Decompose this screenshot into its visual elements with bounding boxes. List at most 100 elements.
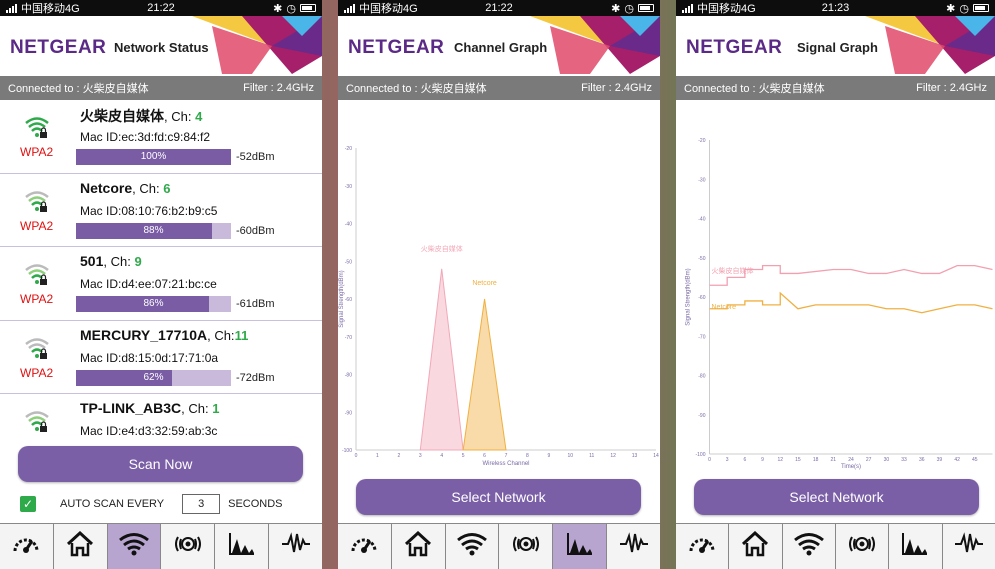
alarm-icon: ◷: [624, 2, 634, 15]
band-filter[interactable]: Filter : 2.4GHz: [581, 82, 652, 94]
nav-signal-graph-button[interactable]: [942, 524, 995, 569]
nav-channel-graph-button[interactable]: [215, 524, 270, 569]
x-tick-label: 33: [901, 457, 907, 463]
signal-dbm: -52dBm: [236, 151, 275, 163]
x-tick-label: 10: [568, 453, 574, 459]
x-tick-label: 13: [632, 453, 638, 459]
network-row[interactable]: TP-LINK_AB3C, Ch: 1 Mac ID:e4:d3:32:59:ab…: [0, 394, 322, 460]
network-name: TP-LINK_AB3C: [80, 400, 182, 416]
nav-radar-button[interactable]: [499, 524, 554, 569]
mac-address: Mac ID:ec:3d:fd:c9:84:f2: [80, 130, 211, 144]
nav-speedometer-button[interactable]: [0, 524, 54, 569]
auto-scan-interval-input[interactable]: 3: [182, 494, 221, 514]
x-tick-label: 5: [462, 453, 465, 459]
wifi-lock-icon: [24, 408, 50, 439]
signal-graph-icon: [618, 531, 650, 562]
nav-radar-button[interactable]: [835, 524, 890, 569]
netgear-logo: NETGEAR: [10, 37, 107, 58]
app-header: NETGEAR Network Status: [0, 16, 322, 74]
x-tick-label: 3: [726, 457, 729, 463]
cell-signal-icon: [682, 3, 693, 13]
network-list[interactable]: WPA2 火柴皮自媒体, Ch: 4 Mac ID:ec:3d:fd:c9:84:f…: [0, 100, 322, 460]
home-icon: [740, 530, 770, 562]
series-label: Netcore: [472, 280, 497, 287]
channel-label: , Ch:: [132, 180, 164, 196]
x-tick-label: 18: [813, 457, 819, 463]
y-tick-label: -40: [345, 222, 352, 228]
status-icons: ✱ ◷: [273, 2, 316, 15]
speedometer-icon: [349, 531, 379, 562]
header-decoration: [192, 16, 322, 74]
carrier-area: 中国移动4G: [682, 0, 756, 16]
nav-wifi-button[interactable]: [445, 524, 500, 569]
band-filter[interactable]: Filter : 2.4GHz: [916, 82, 987, 94]
x-axis-title: Wireless Channel: [482, 461, 529, 467]
y-tick-label: -60: [345, 297, 352, 303]
nav-speedometer-button[interactable]: [338, 524, 392, 569]
network-name-line: 火柴皮自媒体, Ch: 4: [80, 106, 202, 126]
nav-wifi-button[interactable]: [107, 524, 162, 569]
alarm-icon: ◷: [286, 2, 296, 15]
page-title: Channel Graph: [454, 40, 548, 55]
nav-home-button[interactable]: [391, 524, 446, 569]
channel-peak-series-0: [419, 268, 464, 451]
nav-radar-button[interactable]: [161, 524, 216, 569]
carrier-area: 中国移动4G: [6, 0, 80, 16]
phone-screen-network-status: 中国移动4G 21:22 ✱ ◷ NETGEAR Network Status …: [0, 0, 322, 569]
network-name: 火柴皮自媒体: [80, 108, 164, 124]
header-decoration: [865, 16, 995, 74]
nav-home-button[interactable]: [53, 524, 108, 569]
security-label: WPA2: [20, 145, 54, 159]
nav-channel-graph-button[interactable]: [889, 524, 943, 569]
y-tick-label: -80: [345, 373, 352, 379]
x-tick-label: 3: [419, 453, 422, 459]
carrier-label: 中国移动4G: [21, 3, 80, 15]
network-row[interactable]: WPA2 MERCURY_17710A, Ch:11 Mac ID:d8:15:0d…: [0, 321, 322, 394]
mac-address: Mac ID:08:10:76:b2:b9:c5: [80, 203, 218, 218]
nav-speedometer-button[interactable]: [676, 524, 730, 569]
x-tick-label: 12: [777, 457, 783, 463]
wifi-icon: [118, 531, 150, 562]
x-tick-label: 36: [919, 457, 925, 463]
select-network-button[interactable]: Select Network: [694, 479, 979, 515]
signal-percent: 62%: [143, 371, 164, 383]
nav-signal-graph-button[interactable]: [607, 524, 660, 569]
select-network-button[interactable]: Select Network: [356, 479, 641, 515]
channel-label: , Ch:: [207, 327, 235, 343]
y-tick-label: -50: [698, 256, 705, 262]
y-tick-label: -70: [345, 335, 352, 341]
signal-graph-icon: [280, 531, 312, 562]
security-label: WPA2: [20, 365, 54, 380]
home-icon: [65, 530, 95, 562]
band-filter[interactable]: Filter : 2.4GHz: [243, 82, 314, 94]
wifi-icon: [456, 531, 488, 562]
channel-graph-icon: [227, 531, 257, 562]
signal-graph-icon: [953, 531, 985, 562]
network-row[interactable]: WPA2 501, Ch: 9 Mac ID:d4:ee:07:21:bc:ce 86…: [0, 247, 322, 321]
nav-channel-graph-button[interactable]: [553, 524, 608, 569]
connection-bar: Connected to : 火柴皮自媒体 Filter : 2.4GHz: [676, 76, 995, 100]
channel-value: 9: [134, 254, 142, 269]
nav-wifi-button[interactable]: [782, 524, 836, 569]
network-row[interactable]: WPA2 Netcore, Ch: 6 Mac ID:08:10:76:b2:b9:…: [0, 174, 322, 247]
bottom-nav: [676, 523, 995, 569]
signal-strength-fill: [76, 222, 213, 239]
y-tick-label: -20: [345, 146, 352, 152]
channel-label: , Ch:: [164, 109, 196, 124]
nav-signal-graph-button[interactable]: [269, 524, 322, 569]
network-name-line: 501, Ch: 9: [80, 253, 142, 269]
signal-strength-bar: 100%: [76, 149, 231, 165]
app-header: NETGEAR Signal Graph: [676, 16, 995, 74]
battery-icon: [300, 4, 316, 12]
nav-home-button[interactable]: [729, 524, 783, 569]
network-row[interactable]: WPA2 火柴皮自媒体, Ch: 4 Mac ID:ec:3d:fd:c9:84:f…: [0, 100, 322, 174]
y-tick-label: -80: [698, 374, 705, 380]
y-tick-label: -60: [698, 295, 705, 301]
channel-peak-series-1: [462, 298, 507, 451]
scan-now-button[interactable]: Scan Now: [18, 446, 303, 482]
x-tick-label: 21: [831, 457, 837, 463]
auto-scan-checkbox[interactable]: ✓: [20, 496, 36, 512]
y-tick-label: -20: [698, 138, 705, 144]
